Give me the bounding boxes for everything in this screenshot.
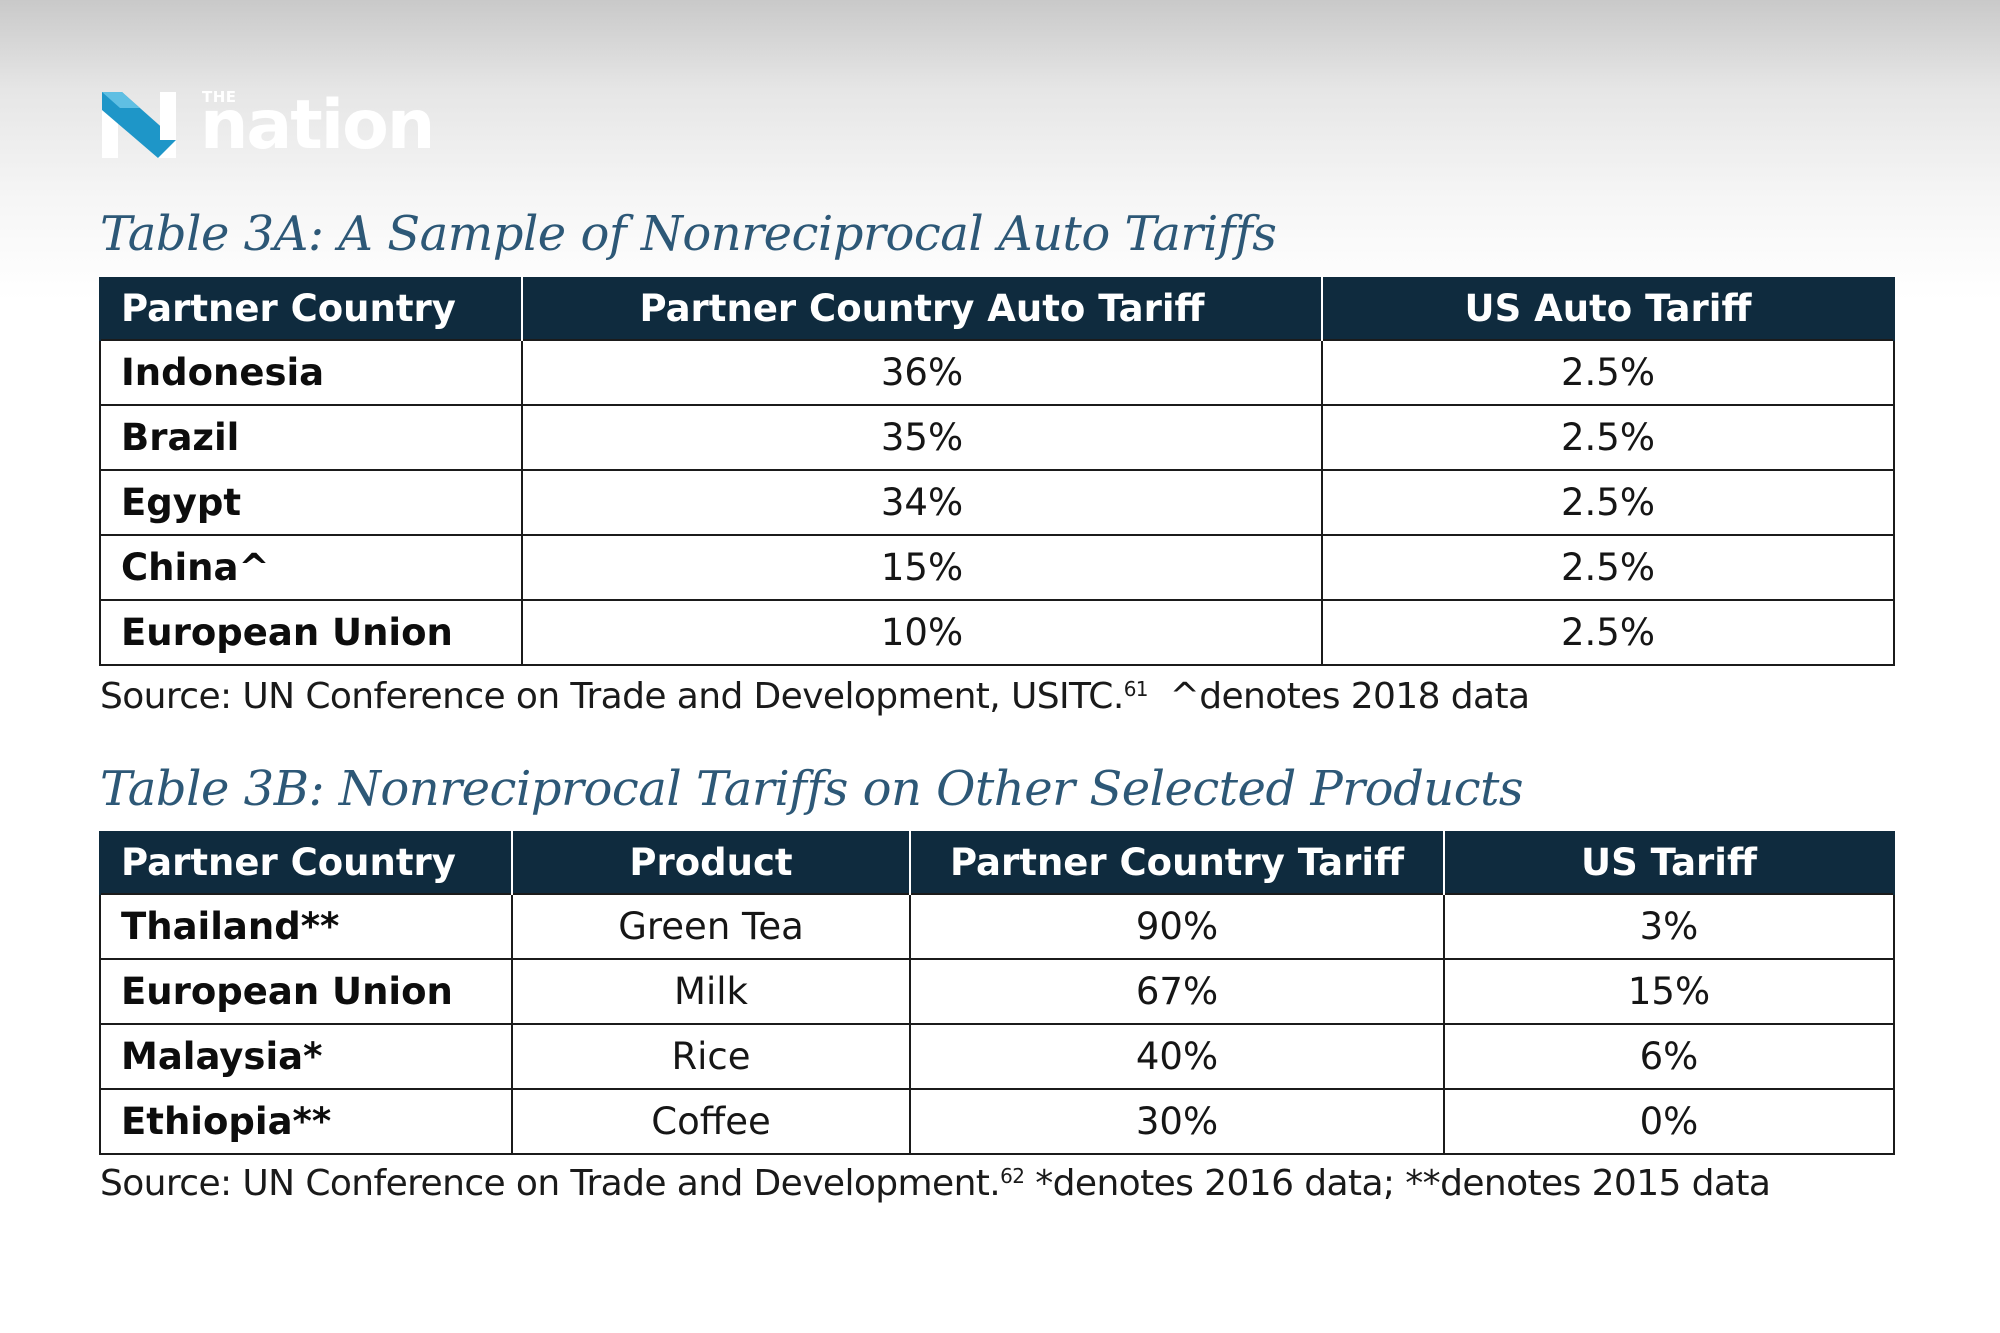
table-row: Indonesia 36% 2.5% [99, 339, 1895, 406]
table-3b-source: Source: UN Conference on Trade and Devel… [100, 1163, 1771, 1204]
country-cell: Malaysia* [99, 1023, 513, 1090]
us-tariff-cell: 15% [1443, 958, 1895, 1025]
column-header-partner-auto-tariff: Partner Country Auto Tariff [521, 277, 1323, 340]
us-tariff-cell: 2.5% [1321, 534, 1895, 601]
country-cell: Brazil [99, 404, 523, 471]
partner-tariff-cell: 34% [521, 469, 1323, 536]
us-tariff-cell: 2.5% [1321, 599, 1895, 666]
auto-tariffs-table: Partner Country Partner Country Auto Tar… [99, 277, 1895, 666]
logo-the-text: THE [202, 88, 237, 106]
us-tariff-cell: 3% [1443, 893, 1895, 960]
source-text: Source: UN Conference on Trade and Devel… [100, 1163, 1001, 1204]
table-row: Egypt 34% 2.5% [99, 469, 1895, 536]
table-row: Thailand** Green Tea 90% 3% [99, 893, 1895, 960]
country-cell: Ethiopia** [99, 1088, 513, 1155]
source-note: ^denotes 2018 data [1147, 676, 1530, 717]
table-header-row: Partner Country Partner Country Auto Tar… [99, 277, 1895, 340]
table-header-row: Partner Country Product Partner Country … [99, 831, 1895, 894]
product-cell: Rice [511, 1023, 911, 1090]
table-row: Brazil 35% 2.5% [99, 404, 1895, 471]
column-header-partner-country: Partner Country [99, 831, 513, 894]
country-cell: European Union [99, 599, 523, 666]
us-tariff-cell: 2.5% [1321, 469, 1895, 536]
us-tariff-cell: 2.5% [1321, 404, 1895, 471]
partner-tariff-cell: 90% [909, 893, 1445, 960]
product-tariffs-table: Partner Country Product Partner Country … [99, 831, 1895, 1155]
logo-word-text: nation [200, 86, 435, 165]
the-nation-logo: THE nation [100, 88, 435, 162]
partner-tariff-cell: 35% [521, 404, 1323, 471]
product-cell: Green Tea [511, 893, 911, 960]
us-tariff-cell: 6% [1443, 1023, 1895, 1090]
table-row: China^ 15% 2.5% [99, 534, 1895, 601]
partner-tariff-cell: 36% [521, 339, 1323, 406]
source-note: *denotes 2016 data; **denotes 2015 data [1024, 1163, 1771, 1204]
table-row: Ethiopia** Coffee 30% 0% [99, 1088, 1895, 1155]
footnote-ref: 62 [1000, 1164, 1025, 1188]
us-tariff-cell: 0% [1443, 1088, 1895, 1155]
product-cell: Milk [511, 958, 911, 1025]
table-3a-title: Table 3A: A Sample of Nonreciprocal Auto… [100, 206, 1277, 262]
product-cell: Coffee [511, 1088, 911, 1155]
table-3a-source: Source: UN Conference on Trade and Devel… [100, 676, 1530, 717]
us-tariff-cell: 2.5% [1321, 339, 1895, 406]
partner-tariff-cell: 67% [909, 958, 1445, 1025]
partner-tariff-cell: 40% [909, 1023, 1445, 1090]
column-header-us-auto-tariff: US Auto Tariff [1321, 277, 1895, 340]
country-cell: Thailand** [99, 893, 513, 960]
column-header-partner-tariff: Partner Country Tariff [909, 831, 1445, 894]
country-cell: Indonesia [99, 339, 523, 406]
table-3b-title: Table 3B: Nonreciprocal Tariffs on Other… [100, 761, 1524, 817]
column-header-partner-country: Partner Country [99, 277, 523, 340]
country-cell: China^ [99, 534, 523, 601]
nation-logo-icon [102, 92, 176, 158]
country-cell: European Union [99, 958, 513, 1025]
table-row: European Union 10% 2.5% [99, 599, 1895, 666]
source-text: Source: UN Conference on Trade and Devel… [100, 676, 1124, 717]
column-header-us-tariff: US Tariff [1443, 831, 1895, 894]
table-row: Malaysia* Rice 40% 6% [99, 1023, 1895, 1090]
partner-tariff-cell: 10% [521, 599, 1323, 666]
country-cell: Egypt [99, 469, 523, 536]
column-header-product: Product [511, 831, 911, 894]
table-row: European Union Milk 67% 15% [99, 958, 1895, 1025]
partner-tariff-cell: 30% [909, 1088, 1445, 1155]
partner-tariff-cell: 15% [521, 534, 1323, 601]
footnote-ref: 61 [1123, 677, 1149, 701]
